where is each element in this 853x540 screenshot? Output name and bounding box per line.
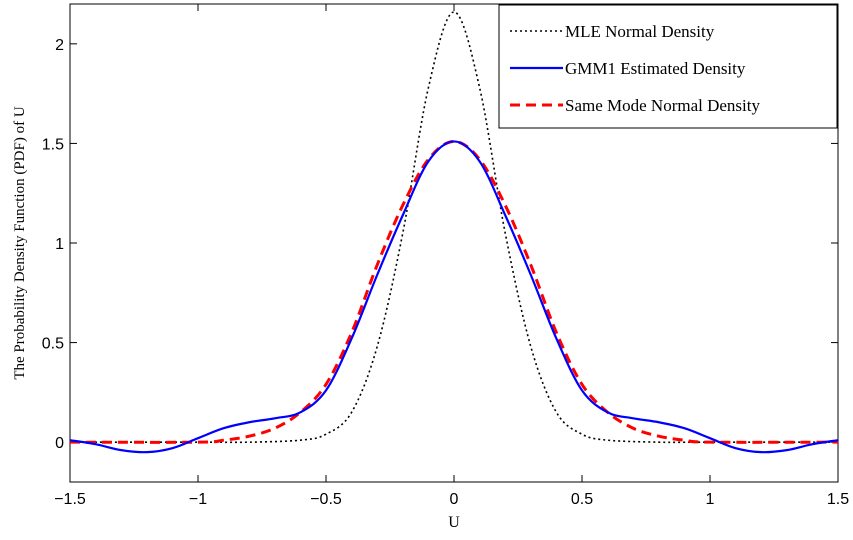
y-tick-label: 0 xyxy=(55,435,64,452)
y-tick-label: 1.5 xyxy=(42,136,64,153)
x-axis-label: U xyxy=(448,514,460,531)
x-tick-label: −1 xyxy=(189,491,207,508)
legend-entry-1: GMM1 Estimated Density xyxy=(565,59,746,78)
x-tick-label: −0.5 xyxy=(310,491,342,508)
legend: MLE Normal Density GMM1 Estimated Density… xyxy=(498,4,838,129)
x-tick-label: 0 xyxy=(450,491,459,508)
legend-entry-0: MLE Normal Density xyxy=(565,22,715,41)
x-tick-label: 0.5 xyxy=(571,491,593,508)
y-tick-label: 1 xyxy=(55,236,64,253)
x-tick-label: −1.5 xyxy=(54,491,86,508)
x-tick-label: 1.5 xyxy=(827,491,849,508)
y-tick-label: 0.5 xyxy=(42,336,64,353)
legend-box xyxy=(498,4,838,129)
series-group xyxy=(69,11,839,454)
y-axis-label: The Probability Density Function (PDF) o… xyxy=(12,106,28,379)
axes-group: −1.5 −1 −0.5 0 0.5 1 1.5 0 0.5 1 1.5 2 xyxy=(42,3,849,508)
y-tick-label: 2 xyxy=(55,37,64,54)
series-line-0 xyxy=(70,11,838,444)
legend-entry-2: Same Mode Normal Density xyxy=(565,96,760,115)
x-tick-label: 1 xyxy=(706,491,715,508)
series-line-2 xyxy=(69,139,839,444)
series-line-1 xyxy=(69,140,839,454)
